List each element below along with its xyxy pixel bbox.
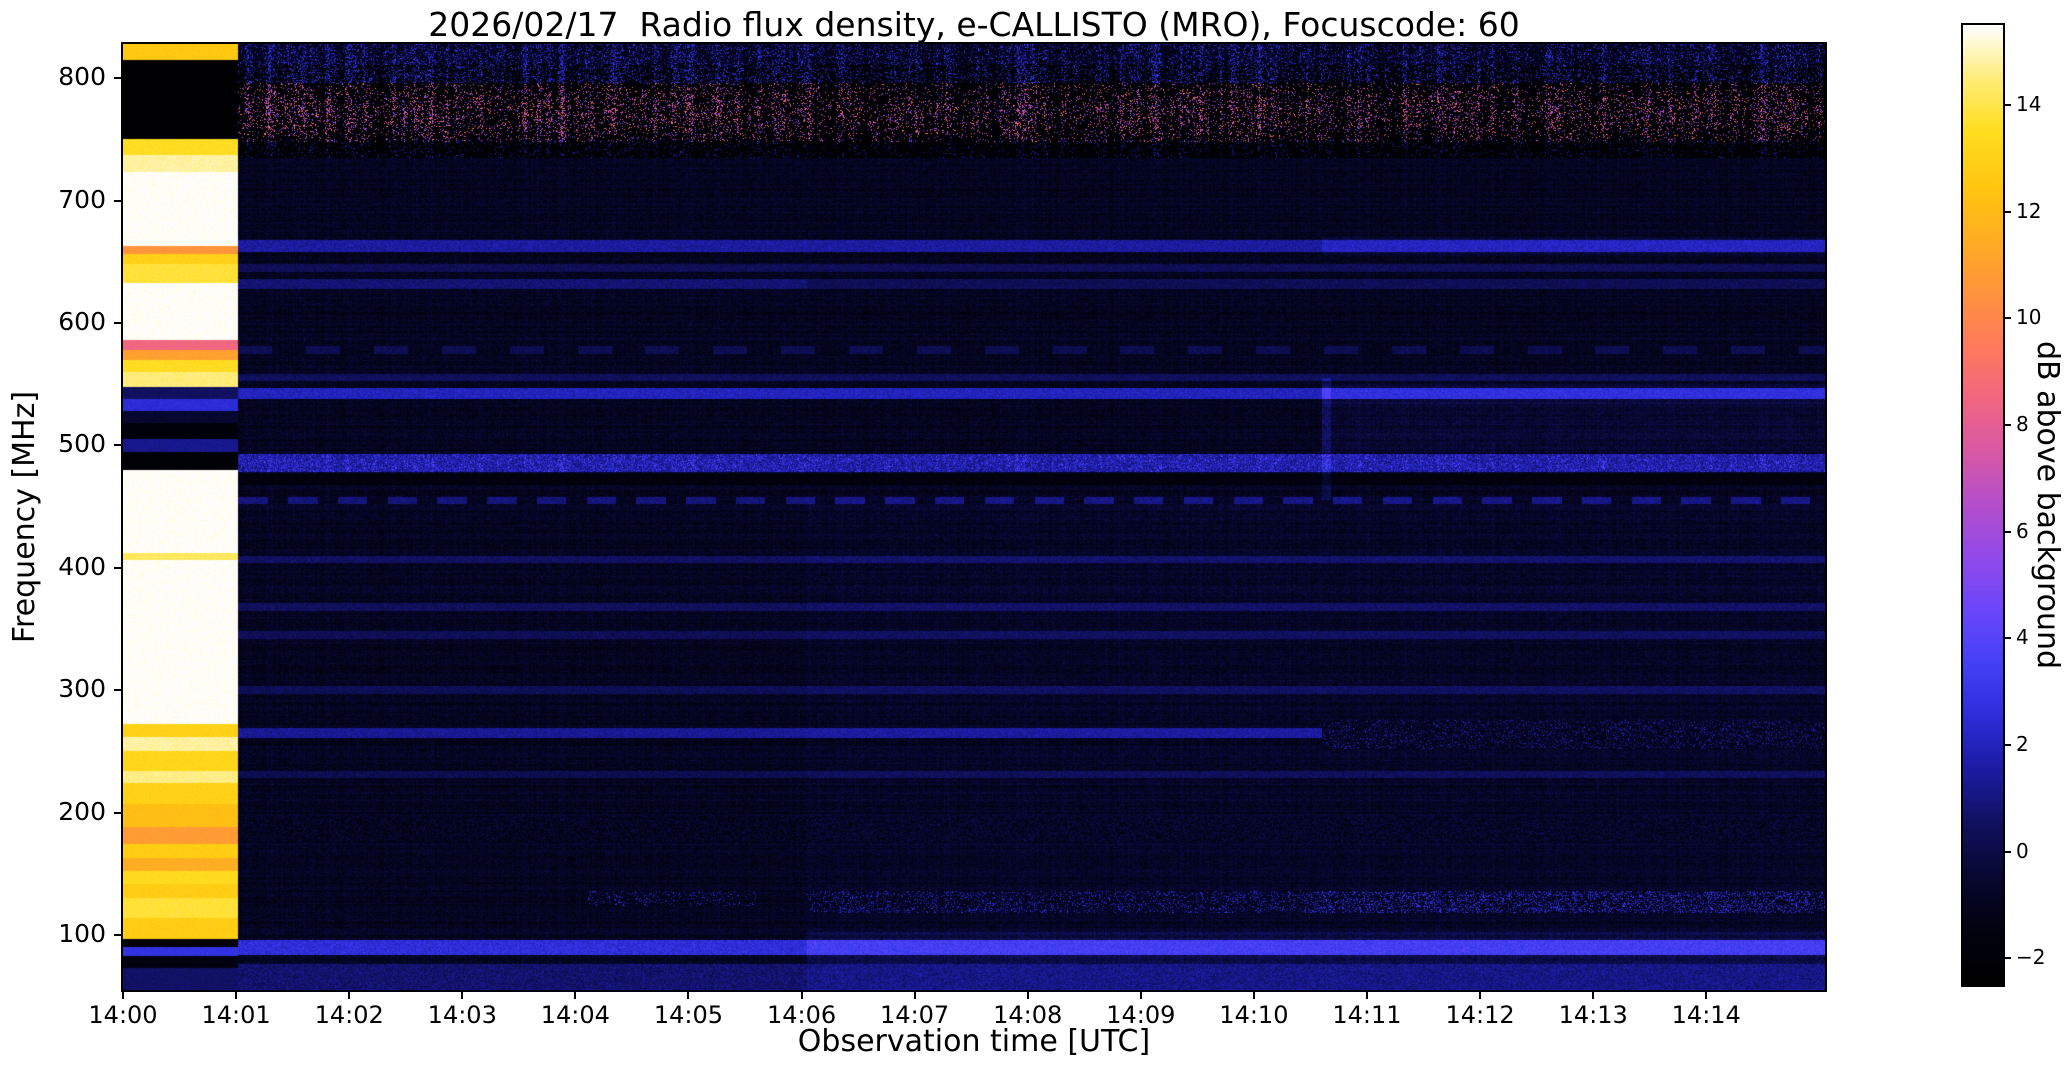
spectrogram-heatmap [123,44,1825,990]
y-tick-label: 600 [58,307,106,337]
x-tick-label: 14:06 [766,1001,837,1029]
colorbar-tick-label: 14 [2016,92,2042,116]
y-tick [114,689,123,692]
colorbar-tick [2003,210,2011,213]
x-tick [1705,990,1708,999]
x-tick [235,990,238,999]
x-tick [913,990,916,999]
colorbar-tick-label: −2 [2016,945,2046,970]
x-tick [1026,990,1029,999]
colorbar-tick [2003,317,2011,320]
y-tick [114,811,123,814]
y-tick-label: 400 [58,551,106,581]
x-tick-label: 14:13 [1558,1001,1628,1029]
colorbar-tick-label: 0 [2016,838,2029,863]
x-tick-label: 14:03 [427,1001,497,1029]
x-tick-label: 14:02 [314,1001,384,1029]
y-tick [114,444,123,447]
x-tick-label: 14:11 [1332,1001,1402,1029]
colorbar-tick [2003,957,2011,960]
colorbar-tick-label: 6 [2016,518,2029,543]
x-tick-label: 14:08 [993,1001,1063,1029]
x-tick-label: 14:09 [1106,1001,1176,1029]
y-tick-label: 800 [58,62,106,92]
x-tick-label: 14:10 [1219,1001,1289,1029]
colorbar-label: dB above background [2030,340,2065,670]
x-tick [1252,990,1255,999]
y-tick [114,566,123,569]
colorbar-tick-label: 4 [2016,625,2029,650]
y-tick [114,322,123,325]
x-tick [1365,990,1368,999]
y-tick [114,199,123,202]
x-tick-label: 14:04 [540,1001,610,1029]
colorbar-tick-label: 8 [2016,412,2029,436]
colorbar-tick [2003,637,2011,640]
colorbar-tick [2003,530,2011,533]
colorbar-tick [2003,104,2011,106]
y-tick-label: 200 [58,796,106,826]
y-tick-label: 700 [58,184,106,214]
colorbar-tick-label: 2 [2016,732,2029,756]
x-tick-label: 14:07 [880,1001,950,1029]
x-tick-label: 14:14 [1671,1001,1741,1029]
colorbar-tick [2003,850,2011,853]
x-tick-label: 14:01 [201,1001,271,1029]
colorbar-tick-label: 12 [2016,198,2042,223]
x-tick [687,990,690,999]
x-tick-label: 14:12 [1445,1001,1515,1029]
x-tick [1479,990,1482,999]
x-tick [348,990,351,999]
x-tick-label: 14:05 [653,1001,724,1029]
y-tick [114,933,123,936]
y-tick-label: 500 [58,429,106,459]
x-tick [1592,990,1595,999]
x-tick-label: 14:00 [88,1001,158,1029]
y-tick-label: 100 [58,918,106,948]
x-tick [461,990,464,999]
x-tick [800,990,803,999]
x-axis-label: Observation time [UTC] [797,1024,1151,1059]
colorbar-tick [2003,424,2011,426]
colorbar-tick-label: 10 [2016,305,2042,330]
chart-title: 2026/02/17 Radio flux density, e-CALLIST… [428,5,1520,44]
x-tick [122,990,124,999]
x-tick [1139,990,1142,999]
y-tick-label: 300 [58,674,106,704]
y-tick [114,77,123,80]
colorbar [1963,25,2003,985]
colorbar-tick [2003,744,2011,746]
x-tick [574,990,577,999]
